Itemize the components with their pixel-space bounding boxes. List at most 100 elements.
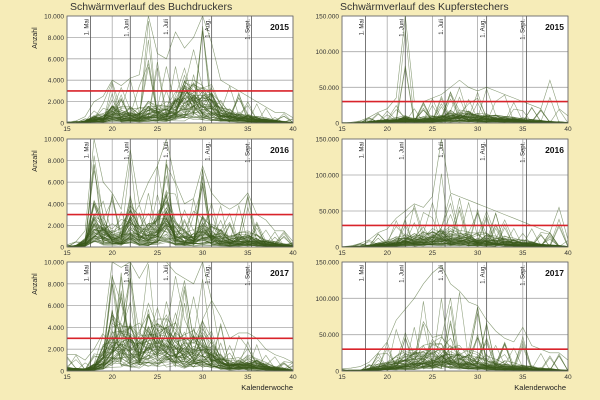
y-tick-label: 0 [60,369,64,376]
month-marker-label: 1. Sept. [245,265,251,286]
y-tick-label: 6.000 [48,303,65,310]
y-tick-label: 2.000 [48,347,65,354]
month-marker-label: 1. Juni [399,265,405,283]
y-tick-label: 8.000 [48,35,65,42]
panel-kupferstecher-2015: 0 50.000 100.000 150.000 15 20 25 30 35 40 1. Mai 1… [316,14,572,134]
month-marker-label: 1. Aug. [206,19,212,38]
x-tick-label: 20 [109,250,117,257]
x-tick-label: 30 [474,374,482,381]
series-line [67,353,293,371]
month-marker-label: 1. Aug. [481,142,487,161]
plot-frame [66,138,294,248]
y-tick-label: 0 [335,369,339,376]
y-tick-label: 50.000 [319,209,339,216]
y-tick-label: 8.000 [48,158,65,165]
y-tick-label: 150.000 [316,260,340,267]
y-tick-label: 10.000 [44,14,64,21]
plot-frame [66,15,294,124]
x-tick-label: 30 [199,250,207,257]
series-line [342,212,568,247]
x-tick-label: 30 [474,250,482,257]
month-marker-label: 1. Sept. [245,142,251,163]
month-marker-label: 1. Aug. [206,265,212,284]
x-tick-label: 20 [384,374,392,381]
year-label: 2015 [270,22,289,32]
series-line [67,275,293,371]
series-line [342,336,568,371]
month-marker-label: 1. Juli [164,142,170,158]
y-tick-label: 50.000 [319,85,339,92]
series-line-max [67,139,293,246]
series-line [67,286,293,371]
month-marker-label: 1. Juli [164,265,170,281]
x-tick-label: 40 [289,374,297,381]
x-tick-label: 40 [289,126,297,133]
x-tick-label: 35 [244,374,252,381]
x-tick-label: 40 [564,374,572,381]
x-axis-label-left: Kalenderwoche [241,383,293,392]
series-line [342,114,568,123]
series-line [67,170,293,247]
series-line [67,105,293,123]
plot-frame [66,261,294,372]
series-line [67,262,293,371]
series-line [67,212,293,247]
month-marker-label: 1. Juli [439,265,445,281]
series-line-max [342,16,568,123]
series-line [342,313,568,371]
x-tick-label: 15 [63,126,71,133]
year-label: 2015 [545,22,564,32]
series-traces [67,139,293,247]
x-tick-label: 15 [63,250,71,257]
x-tick-label: 25 [429,250,437,257]
y-tick-label: 10.000 [44,260,64,267]
series-line [67,224,293,247]
y-axis-label: Anzahl [32,150,39,172]
series-line [67,195,293,247]
y-tick-label: 100.000 [316,49,340,56]
y-tick-label: 2.000 [48,99,65,106]
y-tick-label: 0 [335,121,339,128]
month-marker-label: 1. Juli [439,142,445,158]
x-tick-label: 40 [564,126,572,133]
series-line [342,223,568,247]
series-line [67,213,293,247]
x-tick-label: 40 [289,250,297,257]
month-marker-label: 1. Mai [360,142,366,158]
series-line [342,348,568,371]
month-marker-label: 1. Juni [124,265,130,283]
year-label: 2016 [270,145,289,155]
x-tick-label: 15 [338,374,346,381]
y-tick-label: 0 [335,245,339,252]
x-tick-label: 20 [384,250,392,257]
series-line [67,74,293,123]
x-tick-label: 25 [154,126,162,133]
x-tick-label: 20 [109,126,117,133]
month-marker-label: 1. Aug. [481,19,487,38]
month-marker-label: 1. Juni [399,142,405,160]
series-line [342,114,568,123]
series-line [67,103,293,123]
title-kupferstecher: Schwärmverlauf des Kupferstechers [340,1,509,13]
y-tick-label: 4.000 [48,201,65,208]
month-marker-label: 1. Mai [85,142,91,158]
series-traces [342,265,568,371]
series-line [342,224,568,247]
month-marker-label: 1. Juli [164,19,170,35]
series-line [67,207,293,247]
x-tick-label: 30 [199,126,207,133]
x-tick-label: 25 [154,250,162,257]
x-tick-label: 25 [429,126,437,133]
series-line [67,67,293,123]
series-traces [67,16,293,123]
panel-kupferstecher-2016: 0 50.000 100.000 150.000 15 20 25 30 35 40 1. Mai 1… [316,137,572,258]
y-tick-label: 6.000 [48,180,65,187]
plot-frame [341,15,569,124]
panel-buchdrucker-2015: 0 2.000 4.000 6.000 8.000 10.000 15 20 25 30 35 40 1… [32,14,297,134]
y-tick-label: 4.000 [48,78,65,85]
x-tick-label: 25 [154,374,162,381]
x-tick-label: 15 [63,374,71,381]
month-marker-label: 1. Sept. [520,19,526,40]
y-tick-label: 100.000 [316,173,340,180]
y-tick-label: 100.000 [316,296,340,303]
